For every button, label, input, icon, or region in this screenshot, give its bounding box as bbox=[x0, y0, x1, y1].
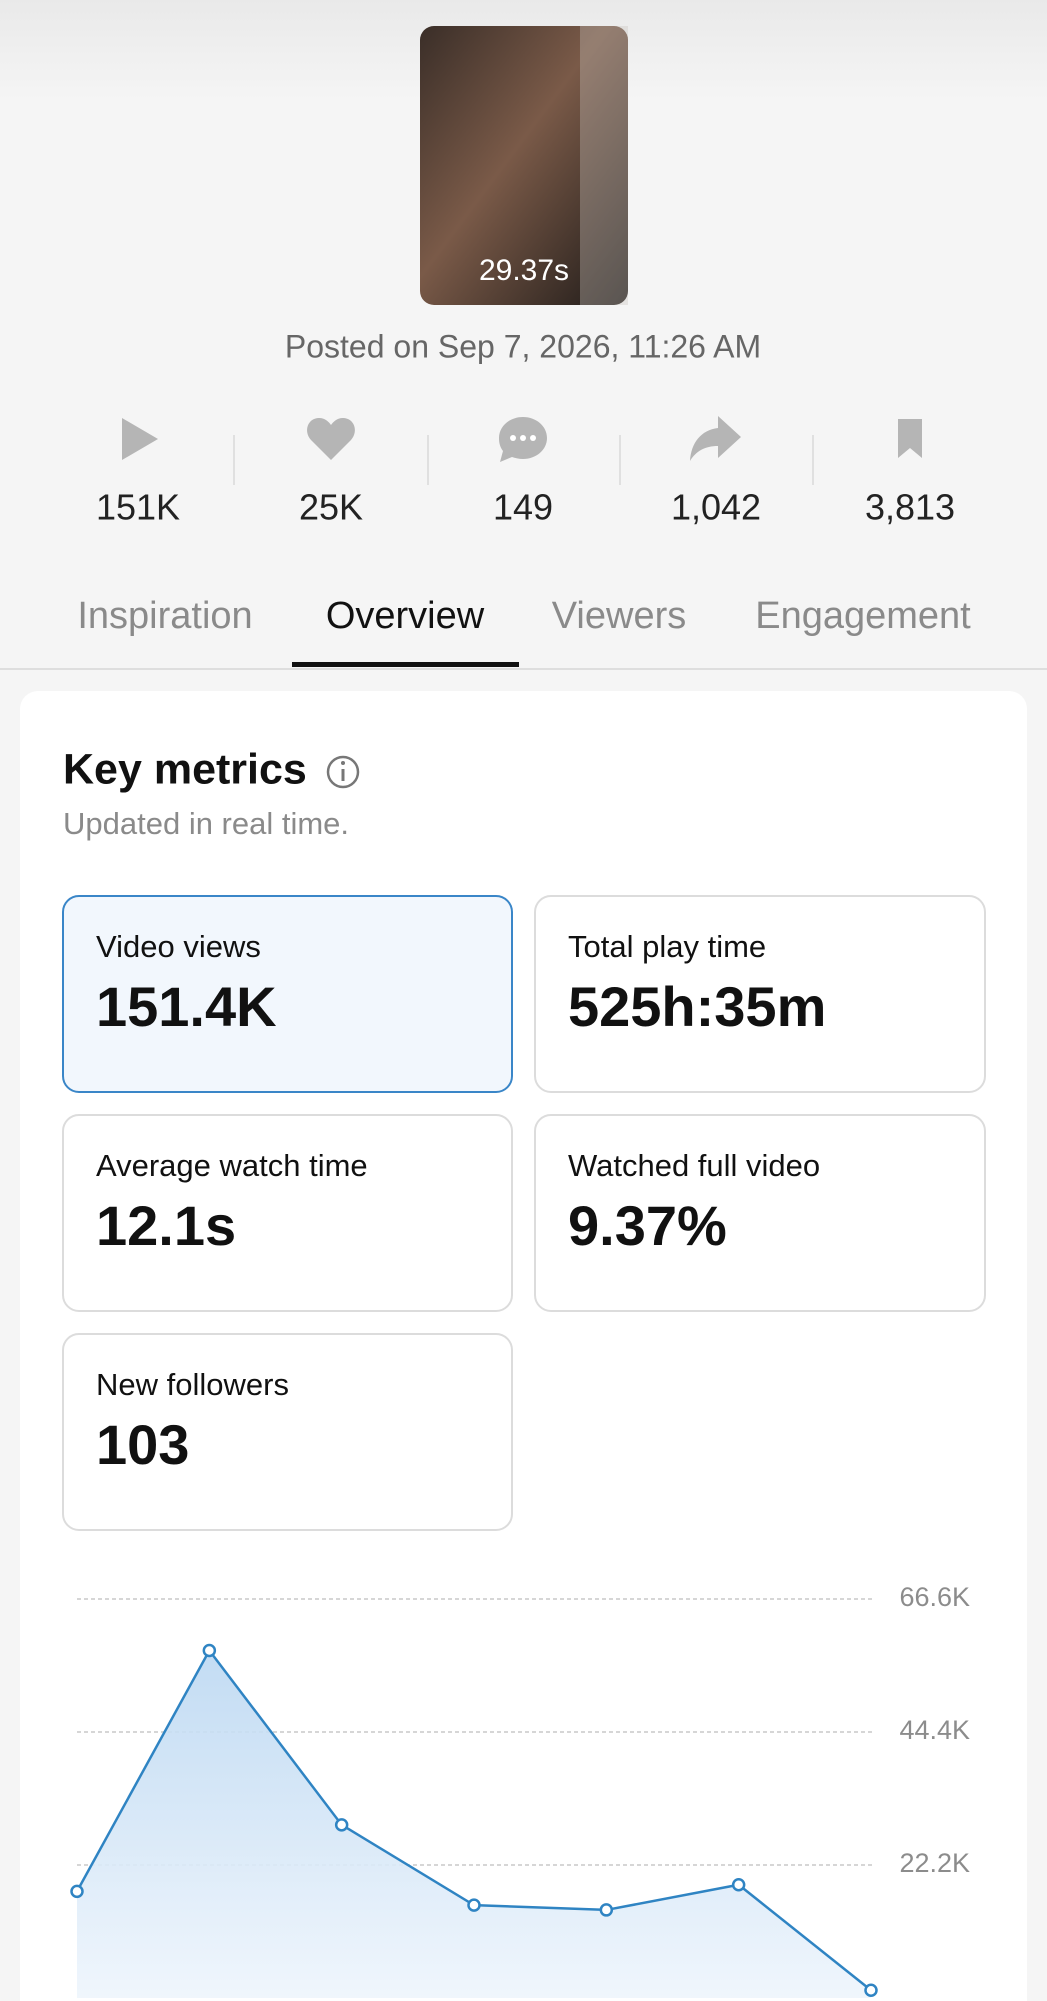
info-circle[interactable] bbox=[326, 755, 360, 789]
metric-card-selected[interactable] bbox=[62, 895, 513, 1093]
video-thumbnail[interactable]: 29.37s bbox=[420, 26, 628, 305]
metric-label: New followers bbox=[96, 1367, 289, 1402]
comment-dot bbox=[510, 435, 516, 441]
metric-label: Watched full video bbox=[568, 1148, 820, 1183]
tab-indicator bbox=[292, 662, 519, 667]
like-icon bbox=[307, 418, 355, 460]
play-icon bbox=[122, 418, 158, 460]
metric-label: Video views bbox=[96, 929, 261, 964]
tab-active[interactable]: Overview bbox=[326, 595, 485, 637]
thumbnail-wall bbox=[580, 26, 628, 305]
point bbox=[334, 1818, 349, 1832]
area bbox=[77, 1650, 871, 1998]
metric-label: Total play time bbox=[568, 929, 766, 964]
metric-value: 525h:35m bbox=[568, 975, 826, 1038]
metric-card[interactable] bbox=[62, 1114, 513, 1312]
metric-label: Average watch time bbox=[96, 1148, 368, 1183]
thumbnail-image[interactable] bbox=[420, 26, 628, 305]
share-icon bbox=[690, 416, 741, 461]
y-tick-label: 22.2K bbox=[899, 1848, 970, 1878]
metric-value: 9.37% bbox=[568, 1194, 727, 1257]
save-icon bbox=[898, 419, 922, 458]
saves-count: 3,813 bbox=[865, 487, 955, 528]
views-chart: 22.2K 44.4K 66.6K bbox=[70, 1582, 970, 1998]
point bbox=[467, 1898, 481, 1912]
views-count: 151K bbox=[96, 487, 180, 528]
info-icon[interactable] bbox=[326, 755, 360, 789]
comment-dot bbox=[520, 435, 526, 441]
info-dot bbox=[341, 761, 345, 765]
likes-count: 25K bbox=[299, 487, 363, 528]
metric-value: 12.1s bbox=[96, 1194, 236, 1257]
section-title: Key metrics bbox=[63, 745, 307, 793]
metric-value: 151.4K bbox=[96, 975, 277, 1038]
point bbox=[202, 1643, 217, 1658]
metric-value: 103 bbox=[96, 1413, 189, 1476]
metric-card[interactable] bbox=[534, 895, 986, 1093]
tab[interactable]: Engagement bbox=[755, 595, 971, 637]
stat-dividers bbox=[233, 435, 814, 485]
comment-dot bbox=[530, 435, 536, 441]
metric-card[interactable] bbox=[62, 1333, 513, 1531]
tab[interactable]: Inspiration bbox=[77, 595, 252, 637]
point bbox=[864, 1983, 878, 1997]
point bbox=[731, 1878, 746, 1892]
y-tick-label: 66.6K bbox=[899, 1582, 970, 1612]
point bbox=[70, 1884, 84, 1899]
comments-count: 149 bbox=[493, 487, 553, 528]
posted-date: Posted on Sep 7, 2026, 11:26 AM bbox=[285, 328, 761, 364]
point bbox=[599, 1903, 614, 1917]
section-subtitle: Updated in real time. bbox=[63, 806, 349, 841]
shares-count: 1,042 bbox=[671, 487, 761, 528]
tab[interactable]: Viewers bbox=[552, 595, 686, 637]
y-tick-label: 44.4K bbox=[899, 1715, 970, 1745]
metric-card[interactable] bbox=[534, 1114, 986, 1312]
video-duration: 29.37s bbox=[479, 254, 569, 287]
